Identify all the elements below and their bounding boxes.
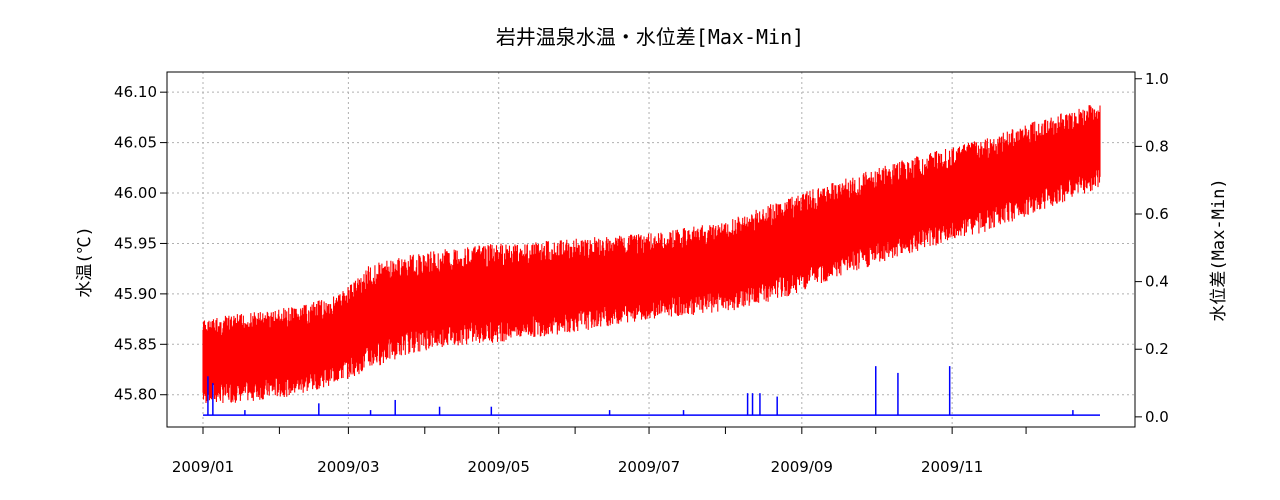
y-right-tick-label: 0.4 (1145, 273, 1169, 291)
y-left-tick-label: 45.95 (114, 234, 157, 252)
y-right-tick-label: 0.0 (1145, 408, 1169, 426)
y-left-tick-label: 46.10 (114, 83, 157, 101)
x-tick-label: 2009/01 (172, 458, 234, 476)
y-axis-left-label: 水温(℃) (75, 226, 95, 297)
water-level-series (203, 366, 1100, 416)
y-right-tick-label: 0.6 (1145, 205, 1169, 223)
x-tick-label: 2009/07 (618, 458, 680, 476)
y-left-tick-label: 46.05 (114, 134, 157, 152)
x-tick-label: 2009/09 (771, 458, 833, 476)
y-left-tick-label: 45.90 (114, 285, 157, 303)
temperature-series (202, 105, 1101, 404)
plot-frame (166, 71, 1136, 428)
y-axis-left: 45.80 45.85 45.90 45.95 46.00 46.05 46.10 (114, 83, 167, 404)
x-tick-label: 2009/11 (921, 458, 983, 476)
x-tick-label: 2009/05 (468, 458, 530, 476)
x-axis: 2009/01 2009/03 2009/05 2009/07 2009/09 2009/… (172, 427, 1027, 476)
y-axis-right: 0.0 0.2 0.4 0.6 0.8 1.0 (1135, 70, 1169, 426)
y-right-tick-label: 0.2 (1145, 340, 1169, 358)
y-right-tick-label: 1.0 (1145, 70, 1169, 88)
temperature-band-core (203, 121, 1100, 386)
y-left-tick-label: 45.80 (114, 386, 157, 404)
x-tick-label: 2009/03 (317, 458, 379, 476)
y-left-tick-label: 46.00 (114, 184, 157, 202)
y-left-tick-label: 45.85 (114, 335, 157, 353)
y-right-tick-label: 0.8 (1145, 137, 1169, 155)
chart-title: 岩井温泉水温・水位差[Max-Min] (496, 25, 804, 49)
y-axis-right-label: 水位差(Max-Min) (1209, 178, 1229, 321)
